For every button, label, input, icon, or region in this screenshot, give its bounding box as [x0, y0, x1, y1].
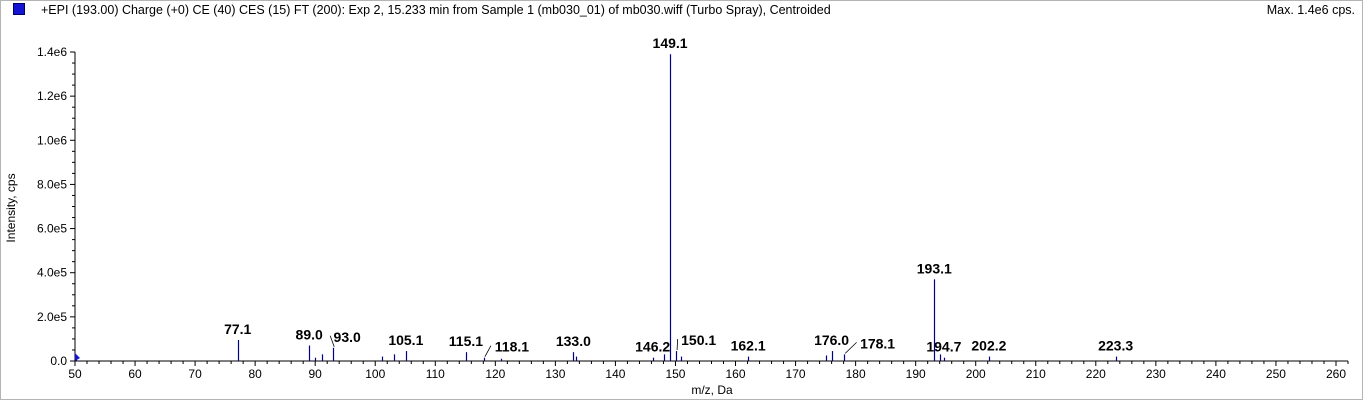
- x-tick-label: 160: [726, 367, 746, 381]
- peak-label: 77.1: [224, 321, 251, 337]
- peak-label: 89.0: [296, 327, 323, 343]
- peak-labels: 77.1 89.0 93.0 105.1 115.1 118.1 133.0 146.2 149…: [224, 35, 1133, 357]
- y-tick-label: 1.2e6: [37, 89, 67, 103]
- x-tick-label: 260: [1326, 367, 1346, 381]
- x-tick-label: 240: [1206, 367, 1226, 381]
- label-leader-line: [844, 342, 857, 354]
- x-tick-label: 100: [365, 367, 385, 381]
- peak-label: 193.1: [917, 260, 952, 276]
- peak-label: 118.1: [495, 339, 529, 355]
- max-intensity-label: Max. 1.4e6 cps.: [1266, 3, 1355, 17]
- x-tick-label: 170: [786, 367, 806, 381]
- peak-label: 162.1: [731, 338, 766, 354]
- peak-label: 202.2: [971, 338, 1006, 354]
- x-tick-label: 60: [128, 367, 142, 381]
- x-tick-label: 230: [1146, 367, 1166, 381]
- x-tick-label: 150: [665, 367, 685, 381]
- x-tick-label: 80: [248, 367, 262, 381]
- x-tick-label: 220: [1086, 367, 1106, 381]
- peak-label: 194.7: [926, 339, 961, 355]
- peak-label: 223.3: [1098, 338, 1133, 354]
- x-tick-label: 120: [485, 367, 505, 381]
- x-tick-label: 140: [605, 367, 625, 381]
- peak-label: 105.1: [388, 332, 423, 348]
- y-tick-label: 1.0e6: [37, 133, 67, 147]
- x-tick-label: 110: [426, 367, 445, 381]
- x-axis-title: m/z, Da: [691, 383, 733, 397]
- x-tick-label: 90: [309, 367, 323, 381]
- chart-title: +EPI (193.00) Charge (+0) CE (40) CES (1…: [41, 3, 831, 17]
- peak-label: 146.2: [635, 339, 670, 355]
- y-axis-title: Intensity, cps: [4, 173, 18, 242]
- y-tick-label: 2.0e5: [37, 310, 67, 324]
- chart-header: +EPI (193.00) Charge (+0) CE (40) CES (1…: [0, 0, 1363, 22]
- y-tick-label: 0.0: [50, 354, 67, 368]
- legend-swatch: [13, 3, 25, 15]
- peak-label: 149.1: [653, 35, 688, 51]
- peak-label: 133.0: [556, 333, 591, 349]
- x-tick-label: 250: [1266, 367, 1286, 381]
- x-tick-label: 190: [906, 367, 926, 381]
- peak-label: 176.0: [814, 332, 849, 348]
- x-tick-label: 50: [68, 367, 82, 381]
- label-leader-line: [676, 339, 679, 351]
- peak-label: 93.0: [334, 329, 361, 345]
- y-tick-label: 6.0e5: [37, 222, 67, 236]
- label-leader-line: [484, 345, 492, 357]
- y-tick-label: 4.0e5: [37, 266, 67, 280]
- spectrum-peaks: [75, 54, 1118, 361]
- label-leader-line: [329, 335, 335, 347]
- y-tick-label: 8.0e5: [37, 177, 67, 191]
- axes: 50 60 70 80 90 100 110 120 130 140 150 160 170 180 190…: [37, 45, 1349, 381]
- peak-label: 178.1: [860, 335, 895, 351]
- x-tick-label: 200: [966, 367, 986, 381]
- x-tick-label: 130: [545, 367, 565, 381]
- x-tick-label: 210: [1026, 367, 1046, 381]
- x-tick-label: 180: [846, 367, 866, 381]
- x-tick-label: 70: [188, 367, 202, 381]
- y-tick-label: 1.4e6: [37, 45, 67, 59]
- peak-label: 150.1: [681, 332, 716, 348]
- origin-marker: [75, 353, 80, 361]
- peak-label: 115.1: [449, 333, 483, 349]
